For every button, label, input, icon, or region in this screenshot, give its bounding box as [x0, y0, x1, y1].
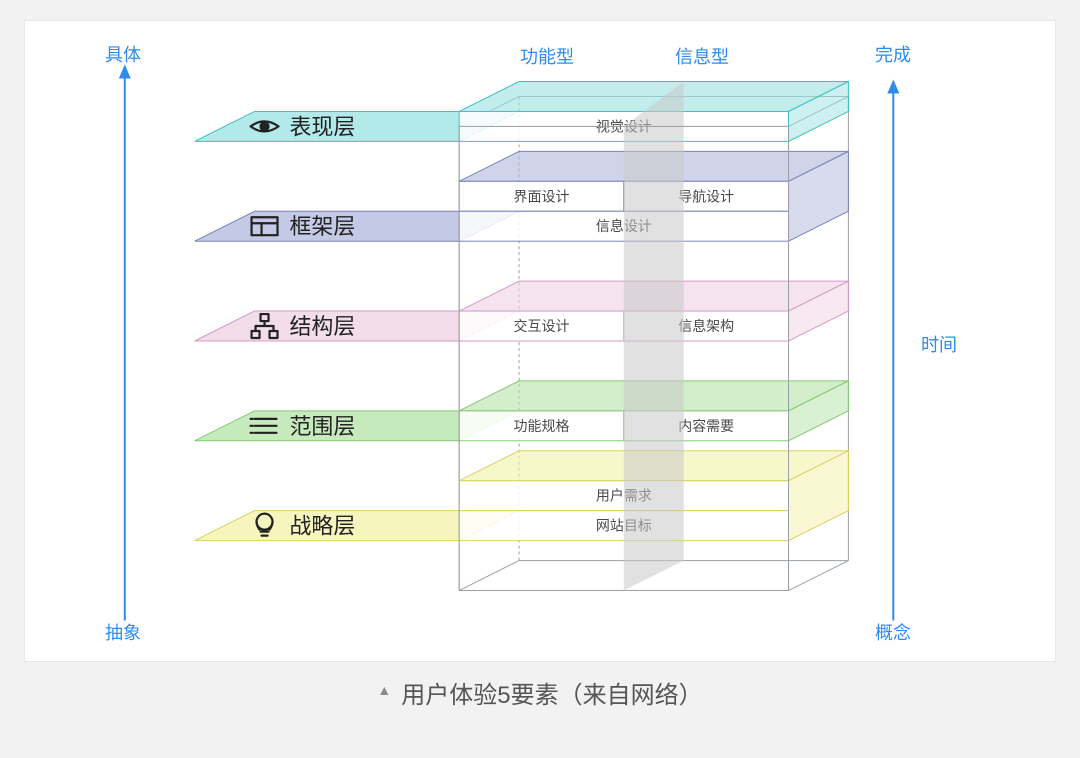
caption-marker-icon: ▲ — [377, 682, 391, 698]
axis-label-time: 时间 — [921, 331, 957, 357]
plane-name-scope: 范围层 — [289, 414, 355, 439]
axis-label-concrete: 具体 — [105, 41, 141, 67]
axis-label-concept: 概念 — [875, 619, 911, 645]
cell-skeleton: 导航设计 — [678, 188, 734, 204]
cell-structure: 交互设计 — [514, 318, 570, 334]
plane-name-surface: 表现层 — [289, 114, 355, 139]
axis-label-abstract: 抽象 — [105, 619, 141, 645]
axis-label-info: 信息型 — [675, 43, 729, 69]
ux-5-elements-diagram: 表现层视觉设计框架层界面设计导航设计信息设计结构层交互设计信息架构范围层功能规格… — [25, 21, 1055, 661]
divider-plane — [624, 82, 684, 591]
cell-skeleton: 界面设计 — [514, 188, 570, 204]
plane-name-structure: 结构层 — [289, 314, 355, 339]
cell-structure: 信息架构 — [678, 318, 734, 334]
caption: ▲ 用户体验5要素（来自网络） — [0, 662, 1080, 722]
caption-text: 用户体验5要素（来自网络） — [401, 675, 702, 710]
axis-label-complete: 完成 — [875, 41, 911, 67]
cell-scope: 内容需要 — [678, 418, 734, 434]
plane-name-skeleton: 框架层 — [289, 214, 355, 239]
cell-scope: 功能规格 — [514, 418, 570, 434]
diagram-card: 表现层视觉设计框架层界面设计导航设计信息设计结构层交互设计信息架构范围层功能规格… — [24, 20, 1056, 662]
plane-name-strategy: 战略层 — [289, 514, 355, 539]
axis-label-function: 功能型 — [520, 43, 574, 69]
